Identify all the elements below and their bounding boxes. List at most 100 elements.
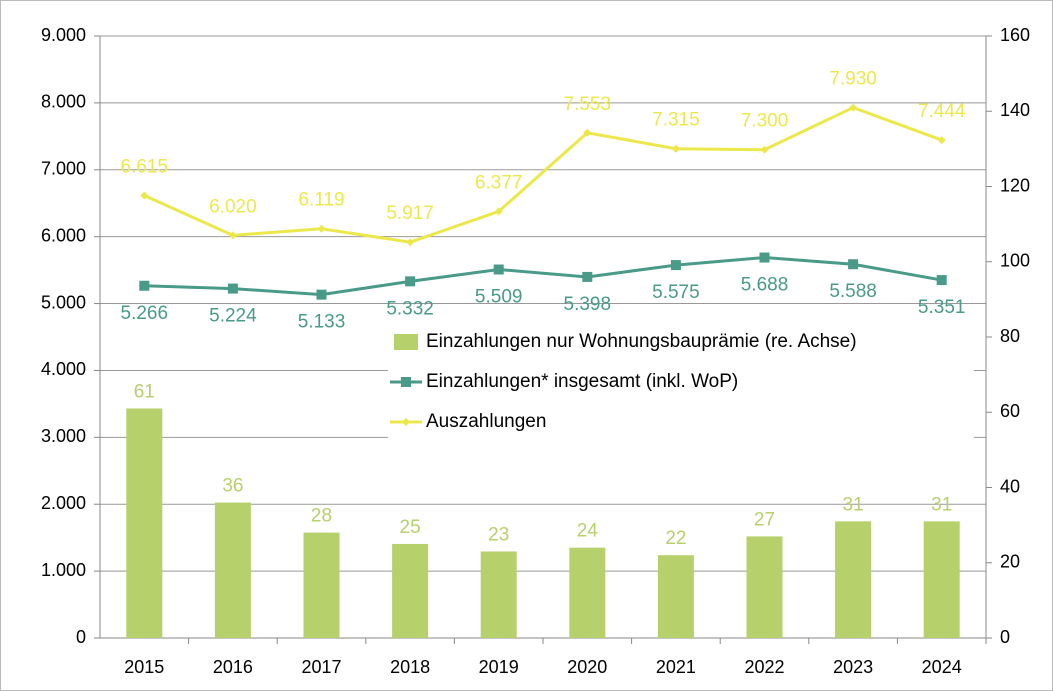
value-label: 5.398 <box>564 294 612 315</box>
legend: Einzahlungen nur Wohnungsbauprämie (re. … <box>388 322 974 440</box>
legend-marker <box>402 418 410 426</box>
y-tick-label: 3.000 <box>41 426 86 446</box>
y2-tick-label: 0 <box>1000 627 1010 647</box>
bar-value-label: 31 <box>843 494 864 515</box>
value-label: 5.917 <box>386 203 434 224</box>
marker <box>227 283 238 294</box>
marker <box>582 271 593 282</box>
value-label: 5.351 <box>918 297 966 318</box>
bar <box>923 521 960 638</box>
bar-value-label: 28 <box>311 506 332 527</box>
marker <box>583 128 592 137</box>
value-label: 7.444 <box>918 101 966 122</box>
legend-swatch <box>394 334 418 350</box>
value-label: 5.688 <box>741 275 789 296</box>
y-tick-label: 9.000 <box>41 25 86 45</box>
x-tick-label: 2019 <box>479 657 519 677</box>
bar-value-label: 36 <box>222 476 243 497</box>
y2-tick-label: 120 <box>1000 175 1030 195</box>
x-tick-label: 2016 <box>213 657 253 677</box>
x-tick-label: 2022 <box>744 657 784 677</box>
y-tick-label: 5.000 <box>41 292 86 312</box>
marker <box>406 238 415 247</box>
x-tick-label: 2020 <box>567 657 607 677</box>
x-tick-label: 2023 <box>833 657 873 677</box>
marker <box>849 103 858 112</box>
value-label: 6.377 <box>475 172 523 193</box>
bar-value-label: 25 <box>400 517 421 538</box>
value-label: 5.575 <box>652 282 700 303</box>
marker <box>760 145 769 154</box>
bar <box>835 521 872 638</box>
legend-label: Einzahlungen nur Wohnungsbauprämie (re. … <box>426 331 857 352</box>
marker <box>139 280 150 291</box>
bar <box>214 502 251 638</box>
marker <box>937 136 946 145</box>
y2-tick-label: 80 <box>1000 326 1020 346</box>
y-tick-label: 4.000 <box>41 359 86 379</box>
value-label: 7.553 <box>564 94 612 115</box>
marker <box>228 231 237 240</box>
marker <box>140 191 149 200</box>
line <box>144 256 942 297</box>
y2-tick-label: 160 <box>1000 25 1030 45</box>
marker <box>316 289 327 300</box>
value-label: 5.266 <box>121 303 169 324</box>
bar-value-label: 61 <box>134 382 155 403</box>
value-label: 5.133 <box>298 312 346 333</box>
value-label: 6.615 <box>121 157 169 178</box>
x-tick-label: 2015 <box>124 657 164 677</box>
y-tick-label: 8.000 <box>41 92 86 112</box>
y-tick-label: 7.000 <box>41 159 86 179</box>
value-label: 5.224 <box>209 306 257 327</box>
marker <box>670 260 681 271</box>
y2-tick-label: 140 <box>1000 100 1030 120</box>
bar <box>657 555 694 638</box>
value-label: 6.119 <box>298 190 344 211</box>
value-label: 7.315 <box>652 110 700 131</box>
y2-tick-label: 100 <box>1000 251 1030 271</box>
marker <box>936 275 947 286</box>
legend-label: Einzahlungen* insgesamt (inkl. WoP) <box>426 371 738 392</box>
bar <box>303 532 340 638</box>
bar <box>480 551 517 638</box>
x-tick-label: 2024 <box>922 657 962 677</box>
marker <box>493 264 504 275</box>
bar-value-label: 27 <box>754 509 775 530</box>
legend-label: Auszahlungen <box>426 411 546 432</box>
legend-box <box>388 322 974 440</box>
bar-value-label: 31 <box>931 494 952 515</box>
bar <box>392 543 429 638</box>
y2-tick-label: 20 <box>1000 552 1020 572</box>
y2-tick-label: 40 <box>1000 476 1020 496</box>
value-label: 5.509 <box>475 287 523 308</box>
marker <box>759 252 770 263</box>
y-tick-label: 2.000 <box>41 493 86 513</box>
value-label: 7.300 <box>741 111 789 132</box>
value-label: 6.020 <box>209 196 257 217</box>
y-tick-label: 6.000 <box>41 225 86 245</box>
bar <box>569 547 606 638</box>
bar-value-label: 24 <box>577 521 599 542</box>
legend-marker <box>401 377 411 387</box>
marker <box>848 259 859 270</box>
bar <box>126 408 163 638</box>
x-tick-label: 2021 <box>656 657 696 677</box>
y-tick-label: 1.000 <box>41 560 86 580</box>
x-tick-label: 2018 <box>390 657 430 677</box>
y2-tick-label: 60 <box>1000 401 1020 421</box>
marker <box>494 207 503 216</box>
value-label: 5.588 <box>829 281 877 302</box>
marker <box>405 276 416 287</box>
y-tick-label: 0 <box>76 627 86 647</box>
marker <box>671 144 680 153</box>
bar-value-label: 22 <box>665 528 686 549</box>
marker <box>317 224 326 233</box>
bar <box>746 536 783 638</box>
line <box>143 105 943 244</box>
value-label: 7.930 <box>829 69 877 90</box>
x-tick-label: 2017 <box>301 657 341 677</box>
bar-value-label: 23 <box>488 524 509 545</box>
value-label: 5.332 <box>386 298 434 319</box>
